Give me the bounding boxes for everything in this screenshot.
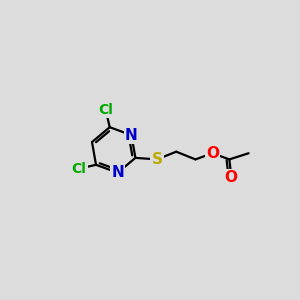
Text: O: O	[224, 170, 237, 185]
Text: Cl: Cl	[72, 162, 86, 176]
Text: N: N	[125, 128, 138, 142]
Text: Cl: Cl	[98, 103, 113, 117]
Text: N: N	[111, 165, 124, 180]
Text: S: S	[152, 152, 163, 167]
Text: O: O	[206, 146, 219, 161]
